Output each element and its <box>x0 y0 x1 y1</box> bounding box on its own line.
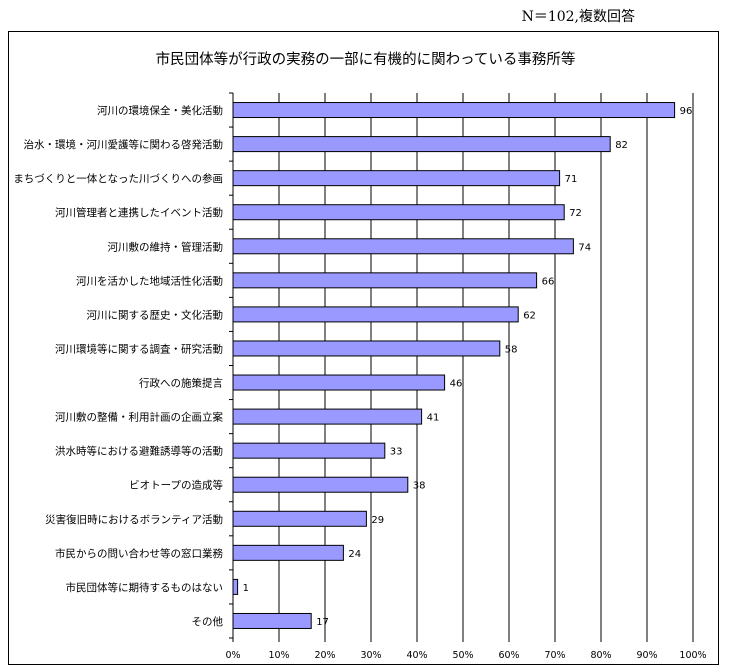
label-layer: 0% 10% 20% 30% 40% 50% 60% 70% 80% 90% 100% 河川の環境保全… <box>13 104 706 661</box>
x-tick-label: 20% <box>314 650 335 661</box>
category-label: 河川の環境保全・美化活動 <box>97 104 223 117</box>
x-tick-label: 80% <box>590 650 611 661</box>
x-tick-label: 0% <box>225 650 240 661</box>
category-label: 河川を活かした地域活性化活動 <box>76 274 223 287</box>
bar <box>232 510 367 527</box>
category-label: 河川敷の維持・管理活動 <box>108 240 224 253</box>
category-label: 河川管理者と連携したイベント活動 <box>55 206 223 219</box>
value-label: 24 <box>348 549 361 560</box>
x-tick-label: 40% <box>406 650 427 661</box>
x-tick-label: 50% <box>452 650 473 661</box>
value-label: 72 <box>569 208 582 219</box>
value-label: 38 <box>413 481 426 492</box>
value-label: 66 <box>542 276 555 287</box>
value-label: 46 <box>450 379 463 390</box>
bar <box>232 578 239 595</box>
value-label: 71 <box>565 174 578 185</box>
value-label: 96 <box>680 106 693 117</box>
bar <box>232 476 409 493</box>
value-label: 82 <box>615 140 628 151</box>
value-label: 33 <box>390 447 403 458</box>
bar <box>232 408 423 425</box>
x-tick-label: 60% <box>498 650 519 661</box>
bar <box>232 136 611 153</box>
value-label: 41 <box>427 413 440 424</box>
bar <box>232 306 519 323</box>
x-tick-label: 100% <box>679 650 706 661</box>
category-label: 災害復旧時におけるボランティア活動 <box>45 513 223 526</box>
bar <box>232 374 446 391</box>
axis-layer <box>229 92 694 642</box>
bar <box>232 612 312 629</box>
sample-size-note: N＝102,複数回答 <box>521 9 635 25</box>
category-label: まちづくりと一体となった川づくりへの参画 <box>13 172 223 185</box>
value-label: 74 <box>578 242 591 253</box>
bar <box>232 170 561 187</box>
category-label: 洪水時等における避難誘導等の活動 <box>55 445 223 458</box>
chart-title: 市民団体等が行政の実務の一部に有機的に関わっている事務所等 <box>155 52 576 68</box>
category-label: 行政への施策提言 <box>139 377 223 390</box>
category-label: 治水・環境・河川愛護等に関わる啓発活動 <box>24 138 224 151</box>
bar <box>232 442 386 459</box>
bar <box>232 544 344 561</box>
value-label: 29 <box>371 515 384 526</box>
bar <box>232 102 676 119</box>
value-label: 1 <box>243 583 249 594</box>
x-tick-label: 30% <box>360 650 381 661</box>
category-label: その他 <box>192 615 224 628</box>
category-label: 市民団体等に期待するものはない <box>66 581 224 594</box>
category-label: 河川敷の整備・利用計画の企画立案 <box>55 411 223 424</box>
bar <box>232 204 565 221</box>
bar-layer <box>232 102 676 629</box>
x-tick-label: 70% <box>544 650 565 661</box>
x-tick-label: 90% <box>636 650 657 661</box>
category-label: 市民からの問い合わせ等の窓口業務 <box>55 547 223 560</box>
category-label: ビオトープの造成等 <box>129 479 223 492</box>
chart-frame <box>8 31 719 665</box>
bar <box>232 238 574 255</box>
value-label: 62 <box>523 310 536 321</box>
category-label: 河川に関する歴史・文化活動 <box>87 308 224 321</box>
category-label: 河川環境等に関する調査・研究活動 <box>55 342 223 355</box>
bar <box>232 340 501 357</box>
x-tick-label: 10% <box>268 650 289 661</box>
value-label: 58 <box>505 344 518 355</box>
value-label: 17 <box>316 617 329 628</box>
bar <box>232 272 538 289</box>
